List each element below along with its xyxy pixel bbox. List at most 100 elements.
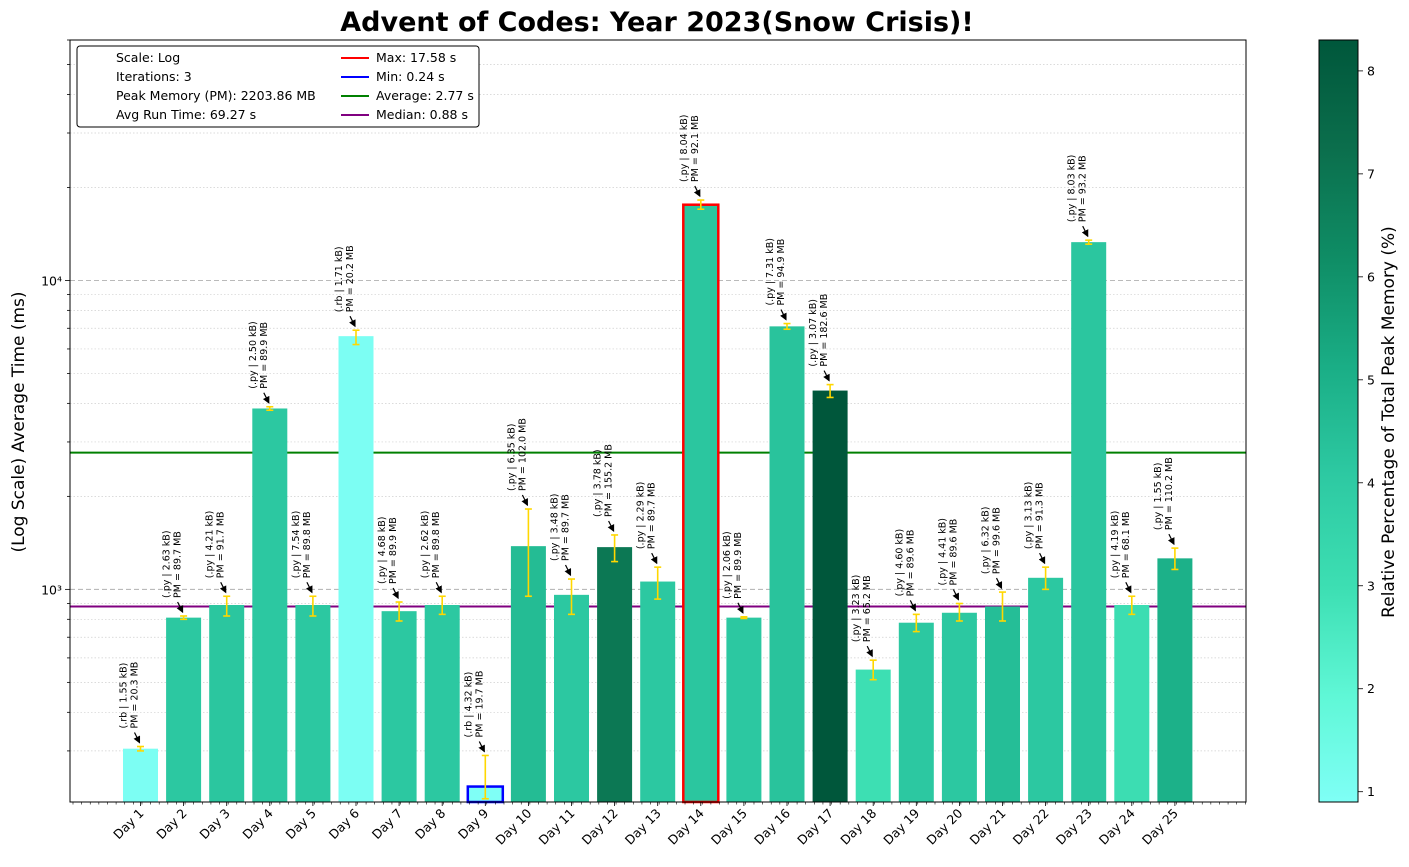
x-tick-label: Day 14: [665, 805, 707, 847]
bar: [985, 606, 1020, 802]
annotation-line: PM = 92.1 MB: [690, 115, 701, 182]
annotation-arrow: [952, 589, 959, 601]
annotation-arrow: [866, 645, 873, 658]
annotation-line: PM = 155.2 MB: [604, 444, 615, 517]
annotation-line: PM = 94.9 MB: [776, 239, 787, 306]
colorbar-tick-label: 8: [1367, 63, 1375, 78]
bar-annotation: (.rb | 1.55 kB)PM = 20.3 MB: [119, 662, 141, 729]
bar-annotation: (.py | 6.35 kB)PM = 102.0 MB: [506, 418, 528, 491]
bar-annotation: (.py | 2.62 kB)PM = 89.8 MB: [420, 511, 442, 579]
annotation-line: (.rb | 4.32 kB): [463, 672, 474, 738]
bar-annotation: (.py | 2.63 kB)PM = 89.7 MB: [162, 530, 184, 598]
annotation-line: PM = 91.3 MB: [1035, 482, 1046, 549]
annotation-line: (.rb | 1.71 kB): [334, 246, 345, 312]
bar: [898, 622, 934, 802]
bar-annotation: (.py | 2.29 kB)PM = 89.7 MB: [636, 482, 658, 550]
x-tick-label: Day 16: [751, 805, 793, 847]
annotation-arrow: [823, 370, 830, 382]
x-tick-label: Day 7: [369, 806, 405, 842]
annotation-arrow: [219, 581, 227, 594]
annotation-line: PM = 89.7 MB: [647, 482, 658, 549]
chart-title: Advent of Codes: Year 2023(Snow Crisis)!: [340, 7, 973, 38]
x-tick-label: Day 10: [492, 805, 534, 847]
annotation-line: PM = 20.2 MB: [345, 245, 356, 312]
annotation-line: PM = 89.6 MB: [905, 530, 916, 597]
annotation-line: (.py | 1.55 kB): [1153, 463, 1164, 531]
annotation-line: (.py | 2.62 kB): [420, 511, 431, 579]
error-bars: [137, 199, 1179, 800]
x-tick-label: Day 22: [1010, 806, 1052, 848]
legend-box: [76, 45, 480, 128]
annotation-line: (.py | 2.06 kB): [722, 531, 733, 599]
bar-annotation: (.rb | 4.32 kB)PM = 19.7 MB: [463, 671, 485, 738]
legend-median: Median: 0.88 s: [376, 107, 468, 122]
legend-info-avg-run-time: Avg Run Time: 69.27 s: [116, 107, 256, 122]
bar: [1157, 558, 1193, 802]
bar-annotations: (.rb | 1.55 kB)PM = 20.3 MB (.py | 2.63 k…: [119, 115, 1175, 753]
bar: [941, 612, 977, 802]
annotation-line: PM = 89.9 MB: [733, 532, 744, 599]
y-axis-ticks: 10³ 10⁴: [41, 39, 70, 752]
annotation-arrow: [564, 564, 572, 577]
bar-annotation: (.rb | 1.71 kB)PM = 20.2 MB: [334, 245, 356, 312]
bar-annotation: (.py | 3.78 kB)PM = 155.2 MB: [593, 444, 615, 517]
annotation-line: (.py | 3.78 kB): [593, 449, 604, 517]
annotation-line: (.py | 8.03 kB): [1067, 155, 1078, 223]
colorbar-ticks: 1 2 3 4 5 6 7 8: [1358, 63, 1375, 799]
annotation-arrow: [995, 577, 1003, 590]
bar-annotation: (.py | 2.50 kB)PM = 89.9 MB: [248, 321, 270, 389]
annotation-line: PM = 102.0 MB: [517, 418, 528, 491]
annotation-line: PM = 89.7 MB: [561, 494, 572, 561]
annotation-arrow: [349, 315, 356, 328]
annotation-line: PM = 89.9 MB: [388, 517, 399, 584]
annotation-line: PM = 68.1 MB: [1121, 511, 1132, 578]
x-tick-label: Day 2: [153, 806, 189, 842]
bar-annotation: (.py | 1.55 kB)PM = 110.2 MB: [1153, 457, 1175, 530]
bar: [726, 617, 762, 802]
annotation-arrow: [133, 732, 141, 744]
annotation-line: (.py | 2.50 kB): [248, 321, 259, 389]
annotation-arrow: [736, 602, 744, 614]
x-tick-label: Day 3: [196, 806, 232, 842]
bar: [424, 605, 460, 802]
annotation-line: PM = 91.7 MB: [216, 511, 227, 578]
x-tick-label: Day 8: [412, 805, 449, 842]
x-axis-ticks: Day 1 Day 2 Day 3 Day 4 Day 5 Day 6 Day 7 Day 8…: [72, 802, 1246, 848]
annotation-arrow: [176, 601, 184, 614]
bar: [123, 748, 158, 802]
annotation-line: (.py | 4.41 kB): [937, 518, 948, 586]
annotation-line: PM = 89.7 MB: [173, 531, 184, 598]
colorbar-tick-label: 4: [1367, 475, 1375, 490]
bar: [1071, 242, 1107, 803]
bar: [1028, 577, 1064, 802]
colorbar-tick-label: 6: [1367, 269, 1375, 284]
bar-annotation: (.py | 3.23 kB)PM = 65.2 MB: [851, 575, 873, 643]
bar-annotation: (.py | 4.60 kB)PM = 89.6 MB: [894, 529, 916, 597]
plot-frame: [69, 39, 1247, 803]
bar: [295, 605, 331, 802]
bar: [1114, 605, 1150, 802]
bar: [252, 408, 288, 802]
x-tick-label: Day 4: [239, 805, 276, 842]
x-tick-label: Day 24: [1096, 805, 1138, 847]
annotation-arrow: [1038, 552, 1046, 565]
x-tick-label: Day 25: [1139, 806, 1181, 848]
bar-annotation: (.py | 2.06 kB)PM = 89.9 MB: [722, 531, 744, 599]
x-tick-label: Day 18: [837, 805, 879, 847]
bar: [855, 669, 891, 802]
annotation-arrow: [1081, 225, 1089, 238]
annotation-line: PM = 89.8 MB: [302, 511, 313, 578]
bar-annotation: (.py | 4.21 kB)PM = 91.7 MB: [205, 511, 227, 579]
bar-annotation: (.py | 3.07 kB)PM = 182.6 MB: [808, 294, 830, 367]
annotation-arrow: [1167, 533, 1175, 546]
x-tick-label: Day 5: [283, 806, 319, 842]
bar: [338, 336, 374, 802]
bar-annotation: (.py | 3.48 kB)PM = 89.7 MB: [550, 494, 572, 562]
annotation-arrow: [1124, 581, 1132, 594]
colorbar-label: Relative Percentage of Total Peak Memory…: [1379, 226, 1399, 618]
annotation-arrow: [305, 581, 313, 594]
bar-annotation: (.py | 8.04 kB)PM = 92.1 MB: [679, 115, 701, 183]
x-tick-label: Day 12: [579, 806, 621, 848]
annotation-line: PM = 99.6 MB: [992, 507, 1003, 574]
